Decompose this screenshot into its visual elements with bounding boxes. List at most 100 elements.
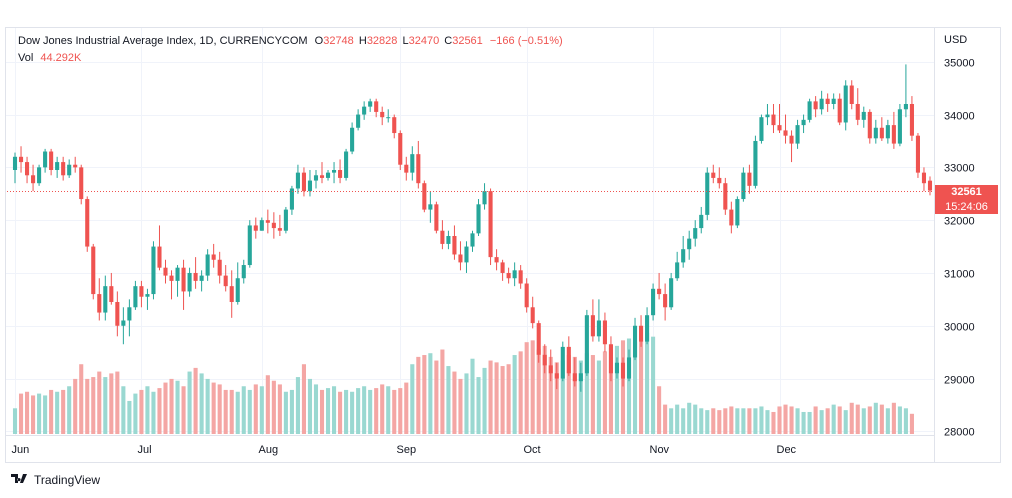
candle-body[interactable]: [566, 346, 571, 374]
candle-body[interactable]: [909, 104, 914, 136]
candle-body[interactable]: [139, 286, 144, 297]
candle-body[interactable]: [145, 294, 150, 297]
candle-body[interactable]: [807, 101, 812, 120]
candle-body[interactable]: [223, 275, 228, 287]
candle-body[interactable]: [657, 288, 662, 295]
candle-body[interactable]: [55, 162, 60, 170]
candle-body[interactable]: [241, 265, 246, 279]
candle-body[interactable]: [723, 183, 728, 210]
candle-body[interactable]: [675, 262, 680, 279]
candle-body[interactable]: [458, 254, 463, 263]
candle-body[interactable]: [729, 209, 734, 226]
candle-body[interactable]: [735, 199, 740, 226]
candle-body[interactable]: [121, 320, 126, 326]
candle-body[interactable]: [626, 357, 632, 379]
candle-body[interactable]: [831, 98, 836, 104]
candle-body[interactable]: [632, 325, 638, 358]
candle-body[interactable]: [422, 183, 427, 210]
candle-body[interactable]: [584, 315, 589, 374]
candle-body[interactable]: [301, 172, 306, 192]
candle-body[interactable]: [578, 373, 583, 382]
candle-body[interactable]: [825, 98, 830, 104]
candle-body[interactable]: [873, 127, 878, 139]
candle-body[interactable]: [217, 259, 222, 276]
candle-body[interactable]: [639, 325, 644, 342]
candle-body[interactable]: [885, 125, 890, 139]
candle-body[interactable]: [91, 246, 96, 295]
candle-body[interactable]: [12, 156, 18, 170]
candle-body[interactable]: [590, 315, 595, 337]
candle-body[interactable]: [530, 307, 535, 324]
candle-body[interactable]: [711, 172, 716, 178]
candle-body[interactable]: [645, 315, 650, 342]
candle-body[interactable]: [903, 104, 908, 110]
candle-body[interactable]: [103, 286, 108, 313]
candle-body[interactable]: [169, 275, 174, 281]
candle-body[interactable]: [187, 272, 192, 292]
candle-body[interactable]: [837, 98, 842, 123]
candle-body[interactable]: [554, 373, 559, 379]
candle-body[interactable]: [199, 275, 204, 281]
candle-body[interactable]: [127, 307, 132, 321]
candle-body[interactable]: [921, 172, 927, 184]
candle-body[interactable]: [849, 85, 854, 104]
candle-body[interactable]: [927, 180, 933, 191]
candle-body[interactable]: [79, 167, 84, 200]
candle-body[interactable]: [392, 117, 397, 134]
candle-body[interactable]: [295, 172, 300, 189]
candle-body[interactable]: [235, 278, 240, 302]
candle-body[interactable]: [37, 167, 42, 184]
candle-body[interactable]: [253, 225, 258, 231]
candle-body[interactable]: [452, 236, 457, 255]
candle-body[interactable]: [542, 354, 547, 366]
candle-body[interactable]: [440, 230, 445, 244]
candle-body[interactable]: [747, 172, 752, 186]
candle-body[interactable]: [362, 106, 367, 115]
candle-body[interactable]: [109, 286, 114, 302]
candle-body[interactable]: [783, 130, 788, 136]
candle-body[interactable]: [163, 267, 168, 276]
candle-body[interactable]: [771, 114, 776, 126]
volume-label[interactable]: Vol: [18, 52, 34, 64]
candle-body[interactable]: [536, 323, 541, 355]
candle-body[interactable]: [620, 362, 626, 379]
candle-body[interactable]: [915, 135, 920, 173]
candle-body[interactable]: [398, 133, 403, 165]
candle-body[interactable]: [464, 246, 469, 263]
candle-body[interactable]: [596, 320, 601, 337]
candle-body[interactable]: [687, 238, 692, 250]
candle-body[interactable]: [813, 101, 818, 110]
candle-body[interactable]: [470, 233, 475, 247]
candle-body[interactable]: [31, 175, 36, 184]
candle-body[interactable]: [506, 272, 511, 279]
candle-body[interactable]: [482, 191, 487, 205]
candle-body[interactable]: [247, 225, 252, 266]
candle-body[interactable]: [663, 294, 668, 308]
candle-body[interactable]: [193, 272, 198, 281]
candle-body[interactable]: [386, 117, 391, 119]
candle-body[interactable]: [524, 283, 529, 308]
candle-body[interactable]: [861, 111, 866, 120]
candle-body[interactable]: [608, 344, 613, 374]
candle-body[interactable]: [651, 288, 656, 316]
candle-body[interactable]: [705, 172, 710, 215]
candle-body[interactable]: [115, 302, 120, 326]
candle-body[interactable]: [344, 151, 349, 178]
candle-body[interactable]: [891, 125, 896, 144]
candle-body[interactable]: [85, 199, 90, 247]
candle-body[interactable]: [494, 257, 499, 263]
candle-body[interactable]: [67, 164, 72, 176]
candle-body[interactable]: [753, 140, 758, 186]
candle-body[interactable]: [614, 362, 620, 374]
candle-body[interactable]: [488, 191, 493, 258]
candle-body[interactable]: [548, 365, 553, 374]
candle-body[interactable]: [681, 249, 686, 263]
candle-body[interactable]: [867, 111, 872, 139]
candle-body[interactable]: [181, 267, 186, 292]
candle-body[interactable]: [18, 156, 24, 163]
candle-body[interactable]: [717, 177, 722, 184]
candle-body[interactable]: [211, 254, 216, 260]
candle-body[interactable]: [97, 294, 102, 313]
candle-body[interactable]: [73, 164, 78, 168]
candle-body[interactable]: [759, 117, 764, 141]
